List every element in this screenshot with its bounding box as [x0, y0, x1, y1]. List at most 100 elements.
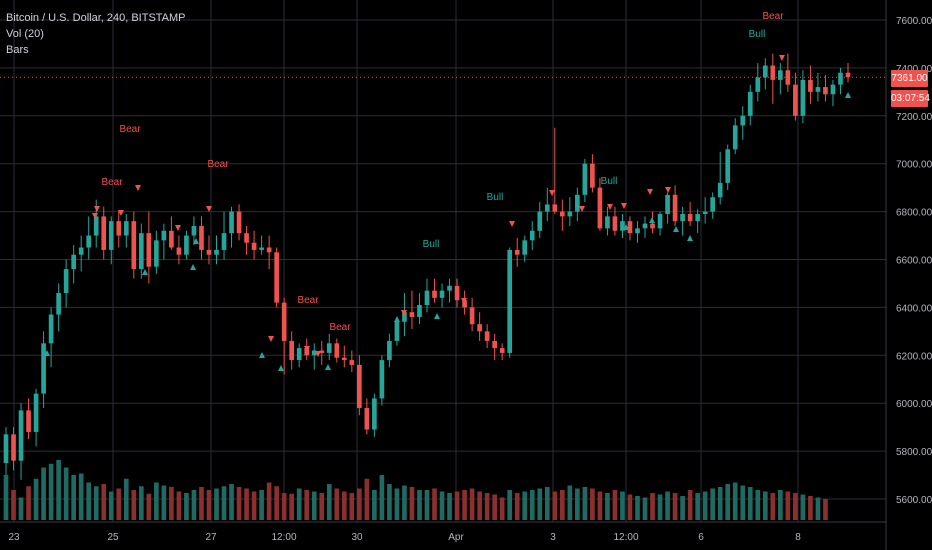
- candle-body: [101, 216, 107, 250]
- candle-body: [492, 340, 497, 349]
- volume-bar: [78, 473, 84, 520]
- bear-signal-marker: [461, 298, 467, 304]
- x-tick-label: 12:00: [271, 532, 296, 543]
- volume-bar: [101, 484, 107, 520]
- volume-bar: [199, 487, 204, 520]
- candle-body: [402, 312, 407, 322]
- volume-bar: [793, 493, 798, 520]
- candle-body: [808, 79, 813, 92]
- candle-body: [86, 235, 92, 248]
- volume-bar: [755, 490, 761, 520]
- candle-body: [830, 84, 836, 95]
- bear-label: Bear: [762, 11, 784, 22]
- candle-body: [56, 293, 61, 315]
- volume-bar: [372, 490, 377, 520]
- volume-bar: [357, 488, 362, 520]
- volume-bar: [394, 488, 400, 520]
- volume-bar: [627, 494, 633, 520]
- volume-bar: [424, 490, 430, 520]
- y-tick-label: 7200.00: [896, 112, 932, 123]
- candle-body: [48, 314, 54, 344]
- bear-signal-marker: [92, 213, 98, 219]
- candle-body: [357, 364, 362, 408]
- candle-body: [199, 225, 204, 250]
- bear-signal-marker: [579, 206, 585, 212]
- x-tick-label: 30: [351, 532, 363, 543]
- candle-body: [169, 230, 174, 248]
- candle-body: [26, 410, 31, 432]
- bull-label: Bull: [601, 176, 618, 187]
- candle-body: [417, 305, 422, 317]
- volume-bar: [26, 486, 31, 520]
- candle-body: [266, 247, 272, 253]
- last-price-tag: 7361.00: [891, 70, 928, 87]
- volume-bar: [229, 484, 234, 520]
- candle-body: [620, 221, 625, 231]
- volume-bar: [161, 485, 167, 520]
- candle-body: [326, 343, 332, 353]
- candle-body: [642, 223, 648, 229]
- volume-bar: [710, 488, 716, 520]
- candle-body: [838, 72, 843, 85]
- y-tick-label: 6600.00: [896, 256, 932, 267]
- candle-body: [304, 348, 310, 356]
- volume-indicator-label[interactable]: Vol (20): [6, 28, 44, 40]
- bear-signal-marker: [315, 351, 321, 357]
- volume-bar: [597, 491, 603, 520]
- bear-signal-marker: [509, 221, 515, 227]
- bull-signal-marker: [278, 365, 284, 371]
- symbol-title[interactable]: Bitcoin / U.S. Dollar, 240, BITSTAMP: [6, 12, 186, 24]
- candle-body: [800, 79, 806, 116]
- volume-bar: [469, 488, 475, 520]
- candle-body: [747, 91, 753, 116]
- candle-body: [567, 211, 573, 217]
- candle-body: [206, 249, 212, 255]
- candle-body: [274, 252, 279, 303]
- candle-body: [311, 350, 317, 356]
- bear-label: Bear: [329, 322, 351, 333]
- volume-bar: [259, 490, 264, 520]
- candle-body: [424, 290, 430, 306]
- candle-body: [289, 340, 295, 361]
- bear-signal-marker: [779, 55, 785, 61]
- bear-signal-marker: [94, 206, 100, 212]
- volume-bar: [650, 493, 655, 520]
- volume-bar: [48, 463, 54, 520]
- bull-label: Bull: [423, 239, 440, 250]
- candle-body: [184, 235, 189, 255]
- bull-signal-marker: [142, 269, 148, 275]
- y-tick-label: 6400.00: [896, 303, 932, 314]
- volume-bar: [740, 485, 746, 520]
- volume-bar: [778, 490, 783, 520]
- candle-body: [214, 249, 219, 255]
- candle-body: [665, 194, 670, 214]
- candle-body: [499, 348, 505, 353]
- candle-body: [575, 194, 580, 212]
- candle-body: [657, 213, 663, 229]
- bars-indicator-label[interactable]: Bars: [6, 44, 29, 56]
- volume-bar: [529, 490, 535, 520]
- volume-bar: [559, 490, 565, 520]
- volume-bar: [251, 491, 257, 520]
- volume-bar: [123, 478, 129, 520]
- volume-bar: [33, 478, 39, 520]
- volume-bar: [544, 487, 550, 520]
- volume-bar: [747, 487, 753, 520]
- candle-body: [372, 398, 377, 430]
- volume-bar: [785, 491, 791, 520]
- candle-body: [3, 434, 9, 464]
- volume-bar: [605, 493, 610, 520]
- candle-body: [815, 87, 821, 92]
- y-tick-label: 5600.00: [896, 495, 932, 506]
- candle-body: [770, 65, 776, 80]
- candle-body: [454, 285, 460, 301]
- volume-bar: [379, 475, 385, 520]
- x-tick-label: 12:00: [613, 532, 638, 543]
- candle-body: [552, 204, 558, 212]
- volume-bar: [687, 490, 693, 520]
- candle-body: [432, 290, 437, 298]
- candle-body: [229, 211, 234, 234]
- x-tick-label: 8: [795, 532, 801, 543]
